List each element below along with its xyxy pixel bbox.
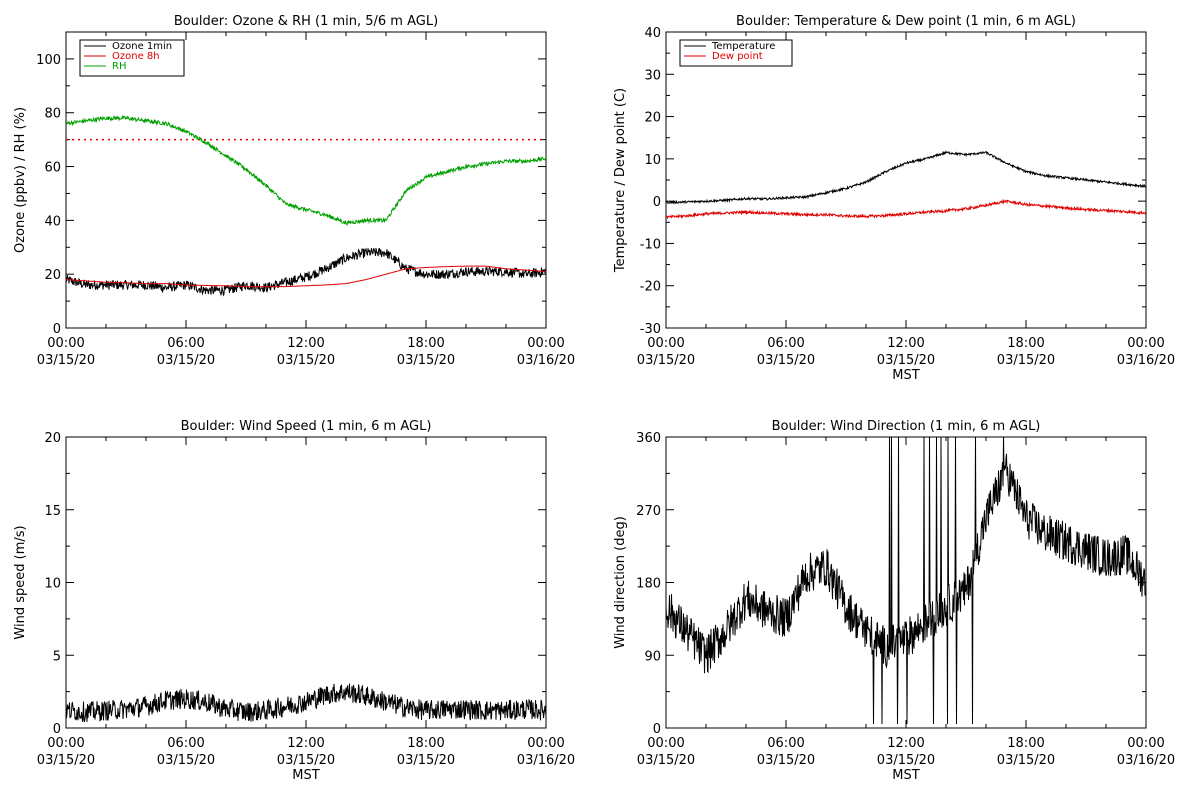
chart-panel-3: Boulder: Wind Speed (1 min, 6 m AGL) 0 5 10… [13, 419, 575, 783]
y-tick-label: 20 [44, 268, 61, 283]
y-tick-label: 10 [44, 577, 61, 592]
y-tick-label: 0 [653, 195, 661, 210]
plot-frame [665, 31, 1147, 329]
x-tick-label-date: 03/15/20 [877, 753, 935, 768]
chart-title: Boulder: Wind Speed (1 min, 6 m AGL) [181, 419, 432, 434]
x-axis-label: MST [892, 768, 919, 783]
y-tick-label: -10 [640, 237, 661, 252]
x-tick-label-date: 03/15/20 [997, 753, 1055, 768]
series-line-main [666, 437, 1146, 725]
legend-entry: RH [112, 61, 126, 72]
y-tick-label: 40 [644, 26, 661, 41]
x-tick-label-time: 00:00 [647, 736, 684, 751]
x-tick-label-date: 03/16/20 [1117, 353, 1175, 368]
x-axis-label: MST [292, 768, 319, 783]
series-line-temperature [666, 150, 1146, 205]
x-tick-label-time: 18:00 [1007, 336, 1044, 351]
x-tick-label-date: 03/16/20 [1117, 753, 1175, 768]
y-tick-label: 40 [44, 214, 61, 229]
x-tick-label-time: 18:00 [407, 336, 444, 351]
x-tick-label-time: 12:00 [887, 736, 924, 751]
y-tick-label: 15 [44, 504, 61, 519]
x-axis-label: MST [892, 368, 919, 383]
x-tick-label-date: 03/15/20 [157, 753, 215, 768]
y-tick-label: 20 [644, 111, 661, 126]
x-tick-label-time: 00:00 [647, 336, 684, 351]
x-tick-label-time: 18:00 [1007, 736, 1044, 751]
x-tick-label-date: 03/16/20 [517, 753, 575, 768]
chart-panel-4: Boulder: Wind Direction (1 min, 6 m AGL)… [613, 419, 1175, 783]
series-line-main [66, 683, 546, 723]
x-tick-label-date: 03/15/20 [37, 753, 95, 768]
x-tick-label-date: 03/15/20 [637, 753, 695, 768]
legend-entry: Dew point [712, 51, 763, 62]
series-line-ozone-8h [66, 265, 546, 288]
legend-box [679, 39, 793, 67]
x-tick-label-date: 03/15/20 [277, 353, 335, 368]
x-tick-label-date: 03/15/20 [757, 353, 815, 368]
x-tick-label-date: 03/15/20 [37, 353, 95, 368]
y-tick-label: 20 [44, 431, 61, 446]
x-tick-label-date: 03/16/20 [517, 353, 575, 368]
y-tick-label: 270 [636, 504, 661, 519]
x-tick-label-time: 00:00 [527, 336, 564, 351]
x-tick-label-time: 06:00 [167, 736, 204, 751]
y-tick-label: 0 [653, 722, 661, 737]
chart-title: Boulder: Temperature & Dew point (1 min,… [736, 14, 1076, 29]
chart-panel-2: Boulder: Temperature & Dew point (1 min,… [613, 14, 1175, 383]
series-line-ozone-1min [66, 247, 546, 297]
y-tick-label: 0 [53, 322, 61, 337]
x-tick-label-date: 03/15/20 [997, 353, 1055, 368]
y-tick-label: 10 [644, 153, 661, 168]
x-tick-label-date: 03/15/20 [397, 353, 455, 368]
x-tick-label-date: 03/15/20 [757, 753, 815, 768]
legend-entry: Ozone 8h [112, 51, 160, 62]
y-tick-label: 60 [44, 161, 61, 176]
legend-entry: Ozone 1min [112, 41, 172, 52]
x-tick-label-time: 00:00 [1127, 736, 1164, 751]
x-tick-label-date: 03/15/20 [877, 353, 935, 368]
y-tick-label: 80 [44, 107, 61, 122]
y-axis-label: Wind direction (deg) [613, 516, 628, 649]
series-line-rh [66, 114, 546, 226]
x-tick-label-time: 00:00 [47, 736, 84, 751]
y-tick-label: 90 [644, 649, 661, 664]
x-tick-label-date: 03/15/20 [277, 753, 335, 768]
plot-frame [665, 436, 1147, 729]
x-tick-label-date: 03/15/20 [637, 353, 695, 368]
chart-title: Boulder: Wind Direction (1 min, 6 m AGL) [772, 419, 1041, 434]
plot-frame [65, 436, 547, 729]
chart-title: Boulder: Ozone & RH (1 min, 5/6 m AGL) [174, 14, 438, 29]
x-tick-label-time: 00:00 [1127, 336, 1164, 351]
series-line-dew-point [666, 198, 1146, 220]
x-tick-label-date: 03/15/20 [157, 353, 215, 368]
y-tick-label: 0 [53, 722, 61, 737]
y-axis-label: Wind speed (m/s) [13, 525, 28, 639]
y-axis-label: Temperature / Dew point (C) [613, 88, 628, 273]
x-tick-label-time: 06:00 [167, 336, 204, 351]
x-tick-label-date: 03/15/20 [397, 753, 455, 768]
x-tick-label-time: 06:00 [767, 736, 804, 751]
y-tick-label: -30 [640, 322, 661, 337]
x-tick-label-time: 12:00 [887, 336, 924, 351]
y-axis-label: Ozone (ppbv) / RH (%) [13, 107, 28, 253]
x-tick-label-time: 18:00 [407, 736, 444, 751]
y-tick-label: 30 [644, 68, 661, 83]
x-tick-label-time: 00:00 [527, 736, 564, 751]
y-tick-label: 180 [636, 577, 661, 592]
y-tick-label: 100 [36, 53, 61, 68]
chart-panel-1: Boulder: Ozone & RH (1 min, 5/6 m AGL) 0 2… [13, 14, 575, 368]
x-tick-label-time: 06:00 [767, 336, 804, 351]
y-tick-label: 5 [53, 649, 61, 664]
y-tick-label: -20 [640, 280, 661, 295]
x-tick-label-time: 12:00 [287, 336, 324, 351]
legend-entry: Temperature [711, 41, 775, 52]
x-tick-label-time: 00:00 [47, 336, 84, 351]
y-tick-label: 360 [636, 431, 661, 446]
x-tick-label-time: 12:00 [287, 736, 324, 751]
